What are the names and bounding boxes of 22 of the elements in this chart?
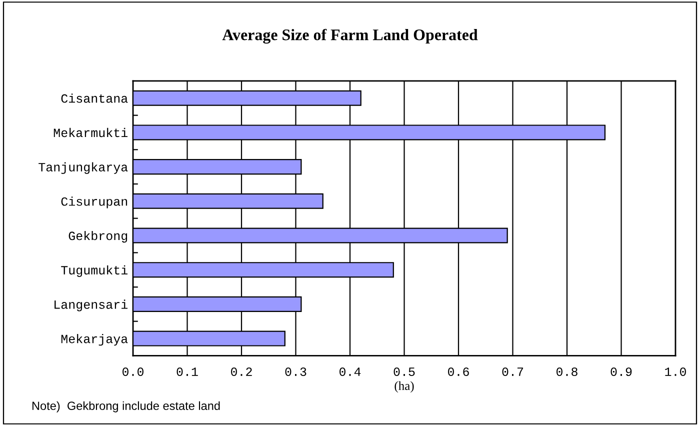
x-tick-label: 0.2 [231, 368, 252, 376]
x-tick-label: 0.0 [122, 368, 144, 376]
y-tick-label: Cisantana [61, 94, 128, 103]
x-tick-label: 0.1 [176, 368, 198, 376]
y-tick-label: Mekarjaya [61, 334, 128, 346]
chart-title: Average Size of Farm Land Operated [222, 28, 478, 44]
x-axis-title: (ha) [394, 381, 414, 393]
x-tick-label: 0.5 [394, 368, 415, 376]
x-tick-label: 0.8 [556, 368, 578, 376]
x-tick-label: 0.9 [610, 368, 632, 376]
y-tick-label: Gekbrong [68, 230, 128, 243]
x-tick-label: 0.3 [285, 368, 306, 376]
y-tick-label: Mekarmukti [54, 128, 128, 138]
x-tick-label: 1.0 [665, 368, 686, 376]
y-tick-label: Tanjungkarya [38, 162, 128, 174]
text: Note) Gekbrong include estate land [32, 401, 220, 412]
y-tick-label: Langensari [54, 300, 128, 312]
y-tick-label: Cisurupan [61, 196, 128, 208]
x-tick-label: 0.6 [448, 368, 469, 376]
x-tick-label: 0.7 [502, 368, 524, 376]
x-tick-label: 0.4 [340, 368, 361, 376]
y-tick-label: Tugumukti [61, 265, 128, 277]
